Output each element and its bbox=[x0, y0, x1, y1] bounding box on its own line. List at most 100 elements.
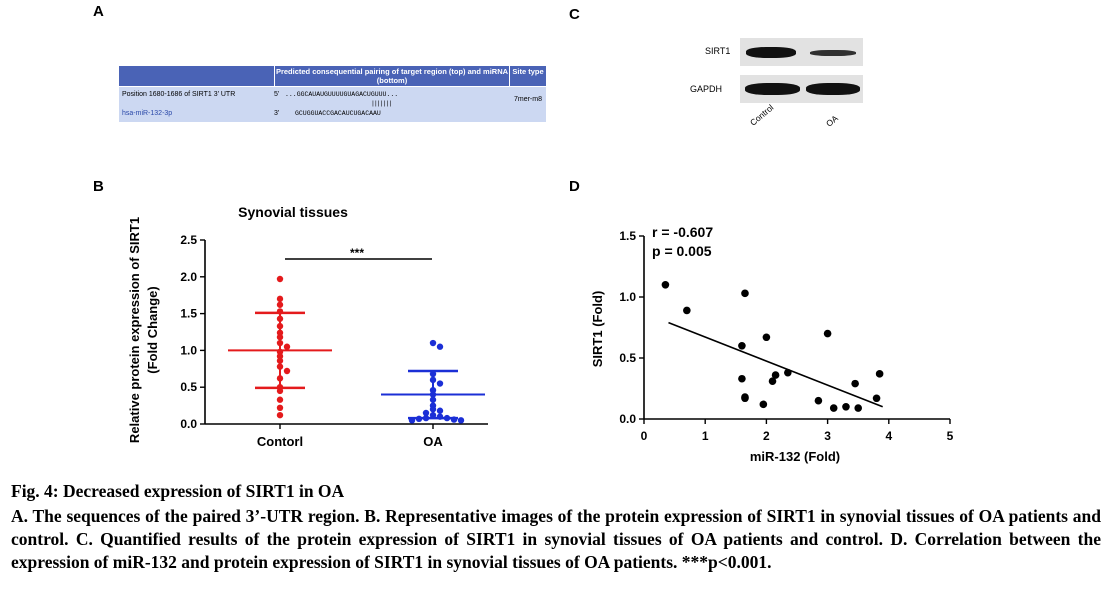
chart-b: Synovial tissues Relative protein expres… bbox=[127, 204, 488, 449]
data-point-oa bbox=[436, 413, 444, 420]
scatter-point bbox=[851, 379, 859, 388]
panel-label-d: D bbox=[569, 178, 580, 195]
data-point-oa bbox=[436, 407, 444, 414]
scatter-point bbox=[829, 404, 838, 412]
data-point-contorl bbox=[276, 308, 284, 315]
chart-b-ytick-label: 2.5 bbox=[180, 233, 197, 247]
data-point-contorl bbox=[276, 396, 284, 403]
band-label-gapdh: GAPDH bbox=[690, 84, 723, 94]
chart-b-ytick-label: 1.0 bbox=[180, 343, 197, 357]
chart-d-xtick-label: 0 bbox=[641, 429, 648, 443]
data-point-contorl bbox=[276, 375, 284, 382]
table-header-pairing: Predicted consequential pairing of targe… bbox=[275, 66, 509, 86]
pairing-bars: ||||||| bbox=[371, 100, 392, 107]
data-point-oa bbox=[408, 417, 416, 424]
row1-label: Position 1680-1686 of SIRT1 3' UTR bbox=[122, 91, 236, 98]
chart-d: r = -0.607 p = 0.005 SIRT1 (Fold) miR-13… bbox=[590, 224, 954, 464]
row2-prime: 3' bbox=[274, 110, 280, 117]
data-point-oa bbox=[429, 376, 437, 384]
scatter-point bbox=[814, 396, 823, 405]
lane-label-oa: OA bbox=[824, 113, 840, 129]
chart-b-ylabel-1: Relative protein expression of SIRT1 bbox=[127, 217, 142, 443]
chart-d-xtick-label: 1 bbox=[702, 429, 709, 443]
table-header-blank bbox=[119, 66, 274, 86]
gapdh-band-oa bbox=[806, 83, 860, 95]
chart-b-title: Synovial tissues bbox=[238, 204, 348, 220]
data-point-oa bbox=[422, 409, 430, 417]
data-point-oa bbox=[422, 414, 430, 422]
data-point-contorl bbox=[276, 363, 284, 370]
data-point-oa bbox=[436, 343, 444, 350]
chart-d-xtick-label: 4 bbox=[885, 429, 892, 443]
table-header-site-type: Site type bbox=[510, 66, 546, 86]
chart-b-axes: 0.0 0.5 1.0 1.5 2.0 2.5 bbox=[180, 233, 488, 431]
scatter-point bbox=[683, 306, 691, 315]
scatter-point bbox=[738, 342, 746, 350]
data-point-oa bbox=[415, 415, 423, 423]
data-point-contorl bbox=[276, 411, 284, 419]
data-point-contorl bbox=[276, 295, 284, 303]
data-point-oa bbox=[429, 339, 437, 347]
panel-label-a: A bbox=[93, 3, 104, 20]
data-point-oa bbox=[457, 417, 465, 424]
regression-line bbox=[668, 321, 883, 408]
scatter-point bbox=[661, 281, 670, 289]
correlation-r: r = -0.607 bbox=[652, 224, 713, 240]
scatter-point bbox=[854, 404, 862, 412]
lane-label-control: Control bbox=[748, 102, 776, 128]
row1-sequence: ...GGCAUAUGUUUUGUAGACUGUUU... bbox=[285, 91, 399, 98]
chart-b-xtick-control: Contorl bbox=[257, 434, 303, 449]
data-point-contorl bbox=[276, 353, 284, 360]
figure-caption-body: A. The sequences of the paired 3’-UTR re… bbox=[11, 506, 1101, 572]
chart-d-ytick-label: 0.0 bbox=[619, 412, 636, 426]
sirt1-band-control bbox=[746, 47, 796, 58]
sirt1-band-oa bbox=[810, 50, 856, 56]
chart-d-xtick-label: 2 bbox=[763, 429, 770, 443]
scatter-point bbox=[741, 394, 749, 403]
chart-b-ytick-label: 1.5 bbox=[180, 307, 197, 321]
data-point-oa bbox=[429, 386, 437, 394]
sirt1-blot-strip bbox=[740, 38, 863, 66]
data-point-oa bbox=[450, 416, 458, 423]
data-point-contorl bbox=[276, 322, 284, 330]
figure-caption-title: Fig. 4: Decreased expression of SIRT1 in… bbox=[11, 481, 345, 501]
site-type-value: 7mer-m8 bbox=[513, 96, 542, 103]
scatter-point bbox=[738, 374, 746, 383]
data-point-oa bbox=[436, 380, 444, 387]
row2-label: hsa-miR-132-3p bbox=[122, 110, 173, 117]
chart-b-ytick-label: 0.5 bbox=[180, 380, 197, 394]
data-point-contorl bbox=[276, 275, 284, 283]
chart-b-marks bbox=[228, 275, 485, 424]
chart-d-marks bbox=[661, 281, 884, 412]
panel-label-c: C bbox=[569, 6, 580, 23]
chart-b-ytick-label: 2.0 bbox=[180, 270, 197, 284]
gapdh-blot-strip bbox=[740, 75, 863, 103]
scatter-point bbox=[784, 368, 792, 377]
data-point-contorl bbox=[276, 301, 284, 308]
scatter-point bbox=[872, 394, 881, 403]
chart-d-ytick-label: 1.0 bbox=[619, 290, 636, 304]
data-point-oa bbox=[429, 391, 437, 398]
table-body bbox=[119, 87, 546, 122]
chart-d-xlabel: miR-132 (Fold) bbox=[750, 449, 840, 464]
chart-d-xtick-label: 5 bbox=[947, 429, 954, 443]
chart-d-axes: 0.0 0.5 1.0 1.5 0 1 2 3 4 5 bbox=[619, 229, 953, 443]
data-point-contorl bbox=[276, 404, 284, 412]
scatter-point bbox=[875, 370, 884, 378]
data-point-contorl bbox=[283, 367, 291, 375]
chart-b-ylabel-2: (Fold Change) bbox=[145, 286, 160, 373]
significance-stars: *** bbox=[350, 246, 364, 260]
data-point-contorl bbox=[276, 333, 284, 341]
chart-b-xtick-oa: OA bbox=[423, 434, 443, 449]
data-point-contorl bbox=[276, 348, 284, 356]
panel-label-b: B bbox=[93, 178, 104, 195]
sequence-pairing-table: Predicted consequential pairing of targe… bbox=[119, 66, 546, 122]
data-point-contorl bbox=[276, 357, 284, 364]
data-point-oa bbox=[429, 396, 437, 403]
data-point-oa bbox=[429, 411, 437, 419]
data-point-oa bbox=[429, 370, 437, 378]
data-point-oa bbox=[429, 406, 437, 413]
correlation-p: p = 0.005 bbox=[652, 243, 712, 259]
scatter-point bbox=[771, 371, 780, 379]
gapdh-band-control bbox=[745, 83, 800, 95]
